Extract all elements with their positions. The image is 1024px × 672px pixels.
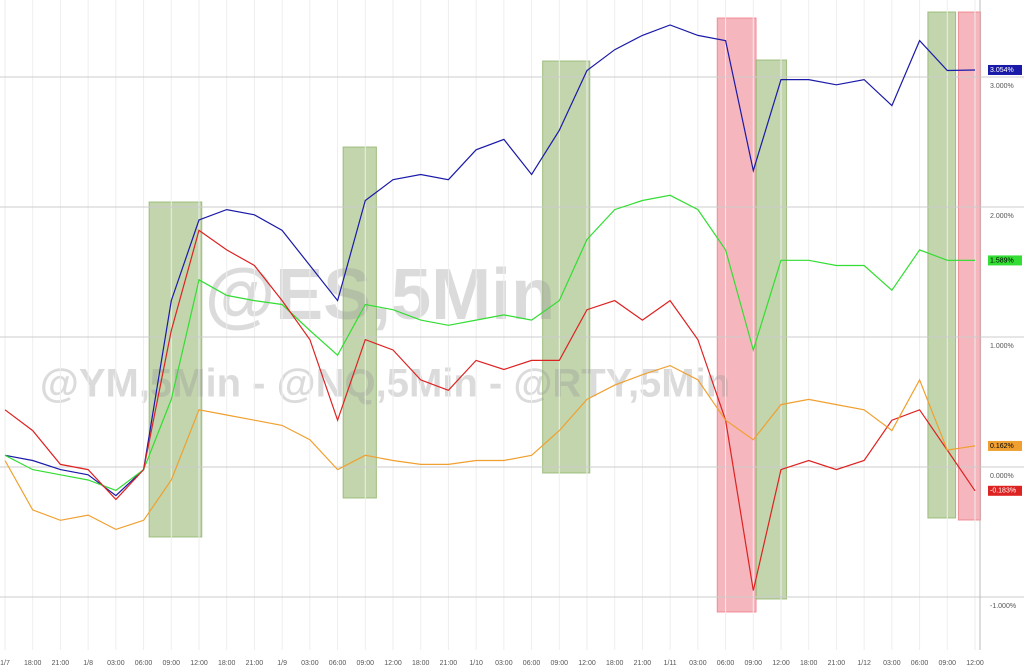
highlight-box	[148, 201, 203, 538]
x-tick-label: 18:00	[412, 660, 430, 667]
x-tick-label: 06:00	[135, 660, 153, 667]
y-tick-label: 2.000%	[990, 213, 1014, 220]
y-tick-label: 1.000%	[990, 343, 1014, 350]
x-tick-label: 12:00	[966, 660, 984, 667]
x-tick-label: 18:00	[218, 660, 236, 667]
series-line	[4, 194, 976, 492]
x-tick-label: 1/8	[83, 660, 93, 667]
watermark: @ES,5Min	[205, 255, 555, 335]
x-tick-label: 18:00	[800, 660, 818, 667]
x-tick-label: 06:00	[523, 660, 541, 667]
series-line	[4, 364, 976, 531]
value-label-box	[988, 440, 1022, 451]
value-label: 0.162%	[990, 443, 1014, 450]
x-tick-label: 09:00	[357, 660, 375, 667]
x-tick-label: 03:00	[883, 660, 901, 667]
x-tick-label: 18:00	[606, 660, 624, 667]
y-tick-label: -1.000%	[990, 603, 1016, 610]
series-line	[4, 24, 976, 497]
value-label-box	[988, 255, 1022, 266]
highlight-boxes	[148, 11, 982, 613]
y-tick-label: 3.000%	[990, 83, 1014, 90]
x-tick-label: 03:00	[301, 660, 319, 667]
x-tick-label: 06:00	[717, 660, 735, 667]
x-tick-label: 12:00	[578, 660, 596, 667]
y-tick-label: 0.000%	[990, 473, 1014, 480]
value-label-box	[988, 485, 1022, 496]
value-label: 1.589%	[990, 257, 1014, 264]
x-tick-label: 03:00	[495, 660, 513, 667]
x-tick-label: 1/12	[857, 660, 871, 667]
x-tick-label: 09:00	[745, 660, 763, 667]
x-tick-label: 1/9	[277, 660, 287, 667]
x-tick-label: 06:00	[911, 660, 929, 667]
value-label-box	[988, 64, 1022, 75]
x-tick-label: 06:00	[329, 660, 347, 667]
x-tick-label: 21:00	[634, 660, 652, 667]
x-tick-label: 12:00	[772, 660, 790, 667]
series-line	[4, 229, 976, 591]
x-tick-label: 21:00	[828, 660, 846, 667]
highlight-box	[957, 11, 982, 521]
x-tick-label: 09:00	[939, 660, 957, 667]
x-tick-label: 21:00	[440, 660, 458, 667]
x-tick-label: 12:00	[384, 660, 402, 667]
x-tick-label: 18:00	[24, 660, 42, 667]
x-tick-label: 1/7	[0, 660, 10, 667]
value-label: -0.183%	[990, 488, 1016, 495]
highlight-box	[755, 59, 788, 600]
value-label: 3.054%	[990, 67, 1014, 74]
x-tick-label: 03:00	[107, 660, 125, 667]
x-tick-label: 12:00	[190, 660, 208, 667]
x-tick-label: 1/10	[469, 660, 483, 667]
highlight-box	[927, 11, 957, 519]
x-tick-label: 09:00	[551, 660, 569, 667]
x-tick-label: 1/11	[664, 660, 677, 667]
x-tick-label: 03:00	[689, 660, 707, 667]
highlight-box	[342, 146, 377, 499]
highlight-box	[716, 17, 757, 613]
x-tick-label: 21:00	[246, 660, 264, 667]
x-tick-label: 09:00	[163, 660, 181, 667]
x-tick-label: 21:00	[52, 660, 70, 667]
